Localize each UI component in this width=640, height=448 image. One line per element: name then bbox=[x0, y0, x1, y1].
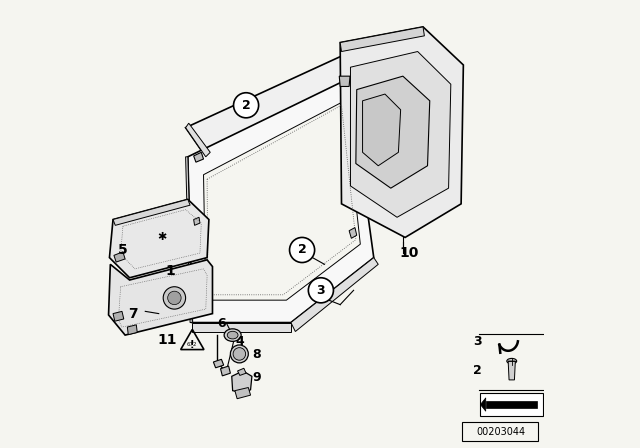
Text: 7: 7 bbox=[128, 306, 138, 321]
Polygon shape bbox=[186, 123, 210, 157]
Text: 6: 6 bbox=[217, 317, 226, 330]
Polygon shape bbox=[340, 27, 463, 237]
Circle shape bbox=[308, 278, 333, 303]
Text: ✱: ✱ bbox=[157, 233, 167, 242]
Text: 3: 3 bbox=[317, 284, 325, 297]
Text: 8: 8 bbox=[252, 348, 260, 362]
Text: 11: 11 bbox=[157, 333, 177, 348]
Polygon shape bbox=[186, 52, 371, 157]
Polygon shape bbox=[186, 157, 192, 323]
Ellipse shape bbox=[507, 358, 516, 364]
Polygon shape bbox=[237, 368, 246, 375]
Polygon shape bbox=[113, 311, 124, 321]
Polygon shape bbox=[194, 152, 204, 162]
Ellipse shape bbox=[233, 348, 246, 360]
Polygon shape bbox=[194, 217, 200, 225]
Polygon shape bbox=[356, 76, 430, 188]
Polygon shape bbox=[481, 398, 486, 411]
Polygon shape bbox=[340, 27, 424, 52]
Text: 00203044: 00203044 bbox=[476, 427, 525, 437]
Circle shape bbox=[168, 291, 181, 305]
Text: 672: 672 bbox=[187, 342, 198, 348]
Circle shape bbox=[289, 237, 315, 263]
Ellipse shape bbox=[224, 329, 241, 341]
Polygon shape bbox=[213, 359, 224, 368]
Polygon shape bbox=[113, 199, 190, 225]
Text: 4: 4 bbox=[236, 335, 244, 348]
Ellipse shape bbox=[227, 332, 238, 339]
Text: 9: 9 bbox=[252, 371, 260, 384]
Text: 3: 3 bbox=[474, 335, 482, 348]
Text: 2: 2 bbox=[298, 243, 307, 257]
Polygon shape bbox=[192, 323, 291, 332]
Polygon shape bbox=[221, 366, 230, 376]
Polygon shape bbox=[109, 199, 209, 278]
Polygon shape bbox=[109, 260, 212, 335]
Text: 2: 2 bbox=[474, 364, 482, 378]
Circle shape bbox=[163, 287, 186, 309]
Polygon shape bbox=[349, 228, 356, 238]
Polygon shape bbox=[127, 325, 137, 335]
Polygon shape bbox=[351, 52, 451, 217]
Polygon shape bbox=[486, 401, 538, 408]
Polygon shape bbox=[291, 258, 378, 332]
Polygon shape bbox=[204, 101, 360, 300]
Text: 2: 2 bbox=[242, 99, 250, 112]
Polygon shape bbox=[114, 252, 125, 262]
Polygon shape bbox=[188, 78, 374, 323]
Polygon shape bbox=[235, 388, 251, 399]
Text: !: ! bbox=[190, 340, 195, 350]
Text: 5: 5 bbox=[118, 243, 128, 257]
Circle shape bbox=[234, 93, 259, 118]
Ellipse shape bbox=[230, 345, 248, 363]
Text: 1: 1 bbox=[165, 264, 175, 278]
Polygon shape bbox=[232, 371, 252, 393]
Polygon shape bbox=[362, 94, 401, 166]
Polygon shape bbox=[339, 76, 350, 86]
Text: 10: 10 bbox=[400, 246, 419, 260]
Polygon shape bbox=[508, 361, 515, 380]
Polygon shape bbox=[481, 393, 543, 416]
